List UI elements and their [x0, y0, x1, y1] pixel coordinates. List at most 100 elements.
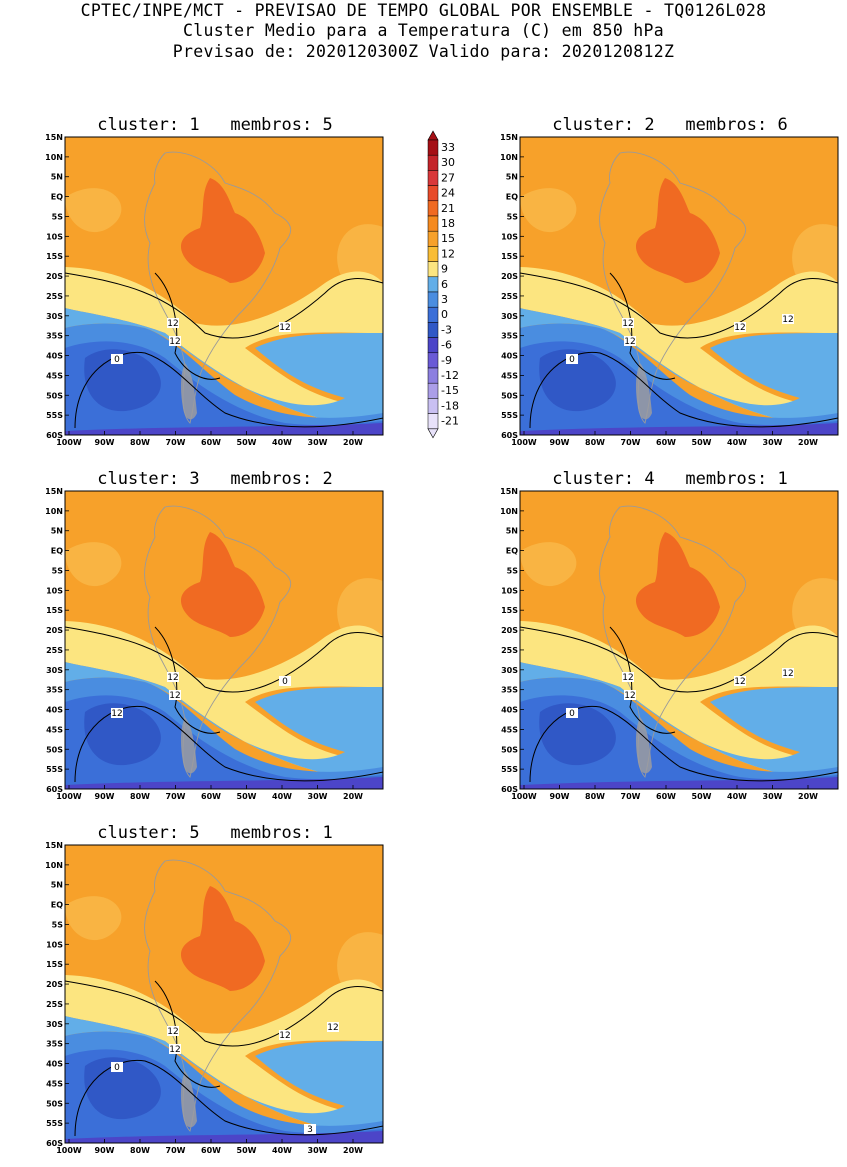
contour-label: 12 [279, 1030, 291, 1041]
lat-label: 15S [501, 606, 518, 615]
lon-label: 40W [727, 792, 747, 801]
contour-label-box [167, 1026, 179, 1036]
cluster-number: 5 [189, 823, 200, 843]
lat-label: 30S [46, 1020, 63, 1029]
map-frame [519, 490, 839, 790]
contour-label: 0 [279, 676, 291, 687]
colorbar-level-label: 15 [441, 232, 455, 245]
map-frame [64, 490, 384, 790]
lon-label: 40W [272, 792, 292, 801]
temperature-map: 12 12 12 0 12 15N 10N 5N EQ 5S 10S 15S 20S 25S 30S 35S 4… [500, 487, 839, 801]
contour-label-text: 12 [111, 709, 122, 719]
contour-label: 12 [734, 676, 746, 687]
lat-label: 30S [46, 666, 63, 675]
panel-title: cluster: 3 membros: 2 [45, 469, 385, 489]
map-layer: 12 12 12 0 15N 10N 5N EQ 5S 10S 15S 20S 25S 30S 35S 40S… [45, 133, 384, 447]
contour-label-box [622, 318, 634, 328]
temperature-map: 12 12 0 12 15N 10N 5N EQ 5S 10S 15S 20S 25S 30S 35S 40S… [45, 487, 384, 801]
lat-label: 20S [46, 626, 63, 635]
contour-label: 12 [624, 690, 636, 701]
panel-title: cluster: 5 membros: 1 [45, 823, 385, 843]
lat-label: 15S [46, 252, 63, 261]
lon-label: 80W [585, 792, 605, 801]
colorbar-segment [427, 367, 439, 384]
lat-label: 35S [46, 332, 63, 341]
colorbar-level-label: 0 [441, 308, 448, 321]
cluster-label: cluster: [97, 469, 180, 489]
contour-label-box [279, 322, 291, 332]
colorbar-level-label: 6 [441, 278, 448, 291]
contour-label: 12 [111, 708, 123, 719]
cluster-map-panel: cluster: 4 membros: 1 12 12 12 0 12 15N 10N 5N E… [500, 469, 840, 813]
lat-label: 35S [501, 686, 518, 695]
contour-0 [74, 1059, 384, 1137]
lat-label: 45S [501, 371, 518, 380]
contour-12 [609, 272, 676, 380]
cluster-map-panel: cluster: 5 membros: 1 12 12 12 0 12 3 15N 10N 5N… [45, 823, 385, 1167]
temp-field-6 [65, 308, 383, 423]
lat-label: 10N [45, 153, 63, 162]
lon-label: 20W [343, 438, 363, 447]
lon-label: 30W [308, 1146, 328, 1155]
lon-label: 20W [798, 792, 818, 801]
temp-field-21 [180, 178, 265, 283]
lat-label: 30S [501, 312, 518, 321]
map-layer: 12 12 12 0 12 15N 10N 5N EQ 5S 10S 15S 20S 25S 30S 35S 4… [500, 133, 839, 447]
contour-0 [74, 705, 384, 783]
contour-label-text: 12 [782, 669, 793, 679]
lon-label: 30W [763, 438, 783, 447]
colorbar-level-label: -12 [441, 369, 459, 382]
contour-label-box [782, 314, 794, 324]
contour-label-box [566, 708, 578, 718]
lat-label: 55S [46, 765, 63, 774]
lat-label: 15N [500, 133, 518, 142]
lat-label: 15N [45, 487, 63, 496]
lat-label: 20S [501, 626, 518, 635]
temp-field-15 [792, 578, 838, 637]
lat-label: 45S [46, 1079, 63, 1088]
temperature-map: 12 12 12 0 12 3 15N 10N 5N EQ 5S 10S 15S 20S 25S 30S 35S… [45, 841, 384, 1155]
lat-label: 10S [46, 940, 63, 949]
lon-label: 20W [343, 792, 363, 801]
lat-label: 5N [51, 527, 63, 536]
contour-label: 3 [304, 1124, 316, 1135]
lat-label: 40S [46, 352, 63, 361]
lat-label: 50S [501, 391, 518, 400]
lon-label: 60W [656, 792, 676, 801]
lat-label: EQ [506, 547, 518, 556]
lat-label: 5N [51, 173, 63, 182]
lat-label: 60S [501, 785, 518, 794]
lat-label: 15S [46, 960, 63, 969]
lat-label: 40S [501, 352, 518, 361]
contour-label: 0 [566, 708, 578, 719]
temp-field-15 [65, 896, 122, 941]
contour-label-box [624, 690, 636, 700]
contour-label-text: 0 [114, 355, 120, 365]
panel-title: cluster: 2 membros: 6 [500, 115, 840, 135]
contour-label: 12 [279, 322, 291, 333]
lon-label: 20W [798, 438, 818, 447]
contour-label: 0 [111, 1062, 123, 1073]
colorbar-level-label: -21 [441, 415, 459, 428]
temp-field-9 [520, 621, 838, 777]
contour-label-box [167, 318, 179, 328]
lat-label: 25S [46, 292, 63, 301]
temperature-map: 12 12 12 0 15N 10N 5N EQ 5S 10S 15S 20S 25S 30S 35S 40S… [45, 133, 384, 447]
contour-label-box [111, 1062, 123, 1072]
contour-label: 12 [169, 1044, 181, 1055]
cluster-map-panel: cluster: 3 membros: 2 12 12 0 12 15N 10N 5N EQ 5… [45, 469, 385, 813]
temp-field-15 [65, 542, 122, 587]
colorbar-level-label: 24 [441, 187, 455, 200]
patagonia-landmass [635, 363, 652, 420]
lat-label: 50S [501, 745, 518, 754]
lat-label: 30S [501, 666, 518, 675]
lon-label: 70W [166, 792, 186, 801]
lat-label: 15N [45, 841, 63, 850]
cluster-map-panel: cluster: 1 membros: 5 12 12 12 0 15N 10N 5N EQ 5… [45, 115, 385, 459]
patagonia-landmass [180, 1071, 197, 1128]
contour-label-text: 12 [279, 323, 290, 333]
lon-label: 80W [130, 438, 150, 447]
lat-label: 5N [51, 881, 63, 890]
lon-label: 90W [550, 438, 570, 447]
contour-label: 12 [622, 318, 634, 329]
